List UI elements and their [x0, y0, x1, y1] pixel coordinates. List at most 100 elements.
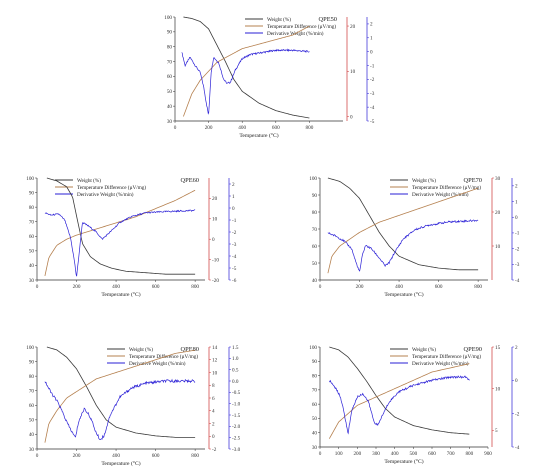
x-tick-label: 800 [474, 284, 482, 290]
y-tick-label: 40 [29, 432, 35, 438]
y-tick-label: 60 [312, 402, 318, 408]
y3-tick-label: 2 [232, 182, 235, 188]
x-tick-label: 600 [152, 284, 160, 290]
y3-tick-label: -1 [370, 63, 375, 69]
y3-tick-label: -1.0 [232, 401, 241, 407]
y3-tick-label: -5 [232, 266, 237, 272]
y2-tick-label: 10 [495, 244, 501, 250]
x-tick-label: 400 [395, 284, 403, 290]
legend-label: Temperature Difference (µV/mg) [267, 23, 336, 30]
legend-label: Weight (%) [129, 346, 153, 353]
y-tick-label: 100 [26, 345, 34, 351]
y3-tick-label: -4 [515, 445, 520, 451]
y3-tick-label: -6 [232, 278, 237, 284]
y3-tick-label: 1.5 [232, 345, 239, 351]
x-tick-label: 400 [238, 125, 246, 131]
y2-tick-label: 20 [350, 24, 356, 30]
x-tick-label: 400 [112, 284, 120, 290]
y2-tick-label: -10 [212, 257, 219, 263]
y-tick-label: 100 [26, 176, 34, 182]
x-tick-label: 200 [353, 451, 361, 457]
series-weight [327, 177, 479, 271]
y2-tick-label: 10 [350, 69, 356, 75]
y2-tick-label: 8 [212, 383, 215, 389]
legend-label: Temperature Difference (µV/mg) [412, 184, 481, 191]
y3-tick-label: -2 [515, 411, 520, 417]
x-tick-label: 0 [36, 453, 39, 459]
y2-tick-label: 10 [212, 217, 218, 223]
y3-tick-label: 2 [515, 184, 518, 190]
series-weight [46, 346, 196, 438]
y2-tick-label: 6 [212, 396, 215, 402]
legend-label: Weight (%) [412, 177, 436, 184]
x-tick-label: 0 [319, 451, 322, 457]
x-axis-title: Temperature (°C) [384, 291, 423, 298]
x-tick-label: 800 [191, 453, 199, 459]
x-tick-label: 800 [306, 125, 314, 131]
series-temperature-difference [44, 189, 196, 277]
y3-tick-label: -2 [370, 77, 375, 83]
x-tick-label: 100 [335, 451, 343, 457]
y2-tick-label: 0 [350, 114, 353, 120]
y-tick-label: 60 [29, 403, 35, 409]
y-tick-label: 90 [29, 190, 35, 196]
chart-qpe60: 30405060708090100-20-1001020-6-5-4-3-2-1… [26, 176, 237, 298]
x-tick-label: 0 [36, 284, 39, 290]
y3-tick-label: 0 [515, 378, 518, 384]
y3-tick-label: -0.5 [232, 390, 241, 396]
y-tick-label: 50 [29, 418, 35, 424]
y-tick-label: 30 [29, 278, 35, 284]
series-derivative-weight [44, 378, 196, 440]
y-tick-label: 60 [312, 244, 318, 250]
y3-tick-label: 0 [370, 49, 373, 55]
x-tick-label: 500 [409, 451, 417, 457]
y3-tick-label: 0 [232, 206, 235, 212]
y-tick-label: 80 [312, 373, 318, 379]
y-tick-label: 50 [312, 416, 318, 422]
y2-tick-label: 2 [212, 421, 215, 427]
y-tick-label: 40 [167, 104, 173, 110]
y3-tick-label: -2.5 [232, 435, 241, 441]
x-tick-label: 600 [428, 451, 436, 457]
x-tick-label: 200 [356, 284, 364, 290]
y2-tick-label: -2 [212, 447, 217, 453]
y-tick-label: 50 [29, 249, 35, 255]
legend-label: Weight (%) [412, 346, 436, 353]
x-tick-label: 400 [112, 453, 120, 459]
legend-label: Weight (%) [77, 177, 101, 184]
y3-tick-label: 1 [370, 36, 373, 42]
y3-tick-label: -1 [515, 231, 520, 237]
x-tick-label: 200 [205, 125, 213, 131]
x-tick-label: 600 [152, 453, 160, 459]
series-weight [183, 16, 310, 119]
y-tick-label: 50 [312, 261, 318, 267]
y2-tick-label: 12 [212, 358, 218, 364]
y2-tick-label: 5 [495, 428, 498, 434]
y3-tick-label: 1 [232, 194, 235, 200]
y-tick-label: 70 [312, 388, 318, 394]
y-tick-label: 70 [312, 227, 318, 233]
y-tick-label: 100 [309, 345, 317, 351]
chart-qpe80: 30 40 50 60 70 80 90 100 -2 0 2 4 6 8 10 12 14 -3.0 -2.5 -2… [26, 345, 240, 467]
series-derivative-weight [329, 375, 470, 435]
chart-title: QPE80 [181, 346, 199, 353]
y-tick-label: 80 [312, 210, 318, 216]
y-tick-label: 70 [29, 389, 35, 395]
y3-tick-label: -2.0 [232, 424, 241, 430]
y-tick-label: 80 [29, 374, 35, 380]
y-tick-label: 80 [29, 205, 35, 211]
series-derivative-weight [44, 209, 196, 277]
x-axis-title: Temperature (°C) [239, 132, 278, 139]
x-tick-label: 600 [272, 125, 280, 131]
x-tick-label: 0 [319, 284, 322, 290]
y3-tick-label: -3 [515, 262, 520, 268]
y3-tick-label: -2 [515, 246, 520, 252]
y-tick-label: 60 [167, 74, 173, 80]
x-axis-title: Temperature (°C) [101, 460, 140, 467]
y2-tick-label: -20 [212, 278, 219, 284]
x-tick-label: 800 [191, 284, 199, 290]
legend-label: Temperature Difference (µV/mg) [412, 353, 481, 360]
y3-tick-label: -4 [370, 105, 375, 111]
y3-tick-label: -1 [232, 218, 237, 224]
y2-tick-label: 20 [212, 196, 218, 202]
